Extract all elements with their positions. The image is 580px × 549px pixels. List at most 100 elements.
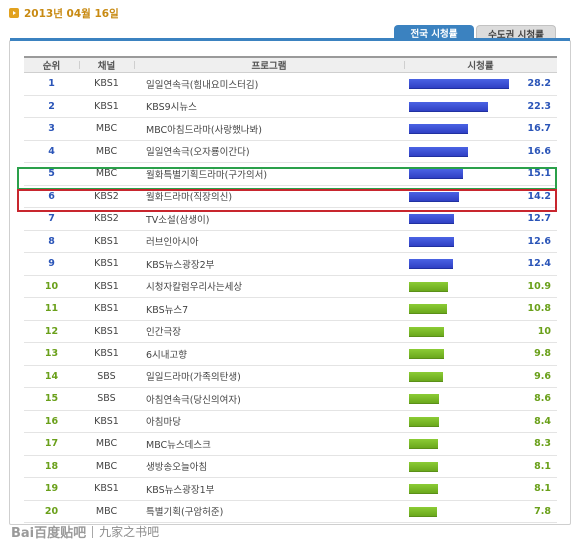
program-cell[interactable]: 생방송오늘아침 (146, 462, 208, 474)
rating-bar (409, 124, 468, 134)
rating-cell: 10 (404, 321, 557, 343)
program-cell[interactable]: 일일드라마(가족의탄생) (146, 372, 241, 384)
rating-bar (409, 214, 454, 224)
rating-value: 9.8 (534, 348, 551, 360)
channel-cell: SBS (97, 370, 116, 382)
rating-value: 9.6 (534, 370, 551, 382)
column-header-program: 프로그램 (134, 58, 404, 72)
rating-value: 15.1 (527, 168, 551, 180)
table-row: 1 KBS1 일일연속극(힘내요미스터김) 28.2 (24, 73, 557, 96)
rating-cell: 10.9 (404, 276, 557, 298)
table-row: 6 KBS2 월화드라마(직장의신) 14.2 (24, 186, 557, 208)
rating-bar (409, 326, 444, 337)
rating-value: 10.8 (527, 303, 551, 315)
rating-value: 12.7 (527, 213, 551, 225)
program-cell[interactable]: TV소설(삼생이) (146, 214, 210, 226)
rank-cell: 4 (48, 145, 55, 157)
program-cell[interactable]: 일일연속극(힘내요미스터김) (146, 79, 259, 91)
table-row: 13 KBS1 6시내고향 9.8 (24, 343, 557, 366)
table-row: 10 KBS1 시청자칼럼우리사는세상 10.9 (24, 276, 557, 298)
table-row: 17 MBC MBC뉴스데스크 8.3 (24, 433, 557, 456)
program-cell[interactable]: 특별기획(구암허준) (146, 507, 224, 519)
channel-cell: MBC (95, 123, 118, 135)
program-cell[interactable]: KBS뉴스광장1부 (146, 484, 215, 496)
table-row: 14 SBS 일일드라마(가족의탄생) 9.6 (24, 366, 557, 388)
rating-value: 12.4 (527, 258, 551, 270)
table-row: 20 MBC 특별기획(구암허준) 7.8 (24, 501, 557, 523)
rank-cell: 17 (44, 438, 59, 450)
program-cell[interactable]: 아침연속극(당신의여자) (146, 394, 241, 406)
table-row: 12 KBS1 인간극장 10 (24, 321, 557, 343)
rating-value: 16.7 (527, 123, 551, 135)
rating-value: 16.6 (527, 145, 551, 157)
rank-cell: 12 (44, 325, 59, 337)
rating-cell: 8.3 (404, 433, 557, 455)
rating-value: 8.4 (534, 415, 551, 427)
tab-capital-area-rating[interactable]: 수도권 시청률 (476, 25, 556, 41)
program-cell[interactable]: 시청자칼럼우리사는세상 (146, 282, 243, 294)
rank-cell: 1 (48, 78, 55, 90)
program-cell[interactable]: 인간극장 (146, 327, 181, 339)
rating-bar (409, 169, 463, 179)
ratings-panel: 순위 채널 프로그램 시청률 1 KBS1 일일연속극(힘내요미스터김) 28.2 2 K… (9, 38, 571, 525)
program-cell[interactable]: 아침마당 (146, 417, 181, 429)
rating-cell: 28.2 (404, 73, 557, 95)
table-row: 7 KBS2 TV소설(삼생이) 12.7 (24, 208, 557, 231)
column-header-channel: 채널 (79, 58, 134, 72)
program-cell[interactable]: MBC아침드라마(사랑했나봐) (146, 124, 262, 136)
tab-national-rating[interactable]: 전국 시청률 (394, 25, 474, 41)
rating-cell: 8.1 (404, 478, 557, 500)
rating-value: 8.1 (534, 460, 551, 472)
rating-cell: 15.1 (404, 163, 557, 185)
channel-cell: KBS1 (94, 78, 119, 90)
table-header: 순위 채널 프로그램 시청률 (24, 56, 557, 73)
date-header: 2013년 04월 16일 (9, 5, 119, 21)
table-row: 11 KBS1 KBS뉴스7 10.8 (24, 298, 557, 321)
channel-cell: KBS1 (94, 415, 119, 427)
program-cell[interactable]: 월화특별기획드라마(구가의서) (146, 169, 268, 181)
rating-cell: 22.3 (404, 96, 557, 118)
rating-bar (409, 101, 488, 112)
rank-cell: 8 (48, 235, 55, 247)
program-cell[interactable]: KBS뉴스7 (146, 304, 189, 316)
table-row: 16 KBS1 아침마당 8.4 (24, 411, 557, 433)
rating-bar (409, 349, 444, 359)
channel-cell: MBC (95, 145, 118, 157)
rating-bar (409, 371, 443, 382)
watermark-text: 九家之书吧 (99, 525, 160, 539)
program-cell[interactable]: KBS뉴스광장2부 (146, 259, 215, 271)
channel-cell: KBS1 (94, 100, 119, 112)
channel-cell: MBC (95, 168, 118, 180)
channel-cell: SBS (97, 393, 116, 405)
rank-cell: 7 (48, 213, 55, 225)
column-header-rank: 순위 (42, 61, 61, 72)
rating-bar (409, 484, 438, 494)
table-row: 5 MBC 월화특별기획드라마(구가의서) 15.1 (24, 163, 557, 186)
rank-cell: 3 (48, 123, 55, 135)
orange-bullet-icon (9, 8, 19, 18)
rating-bar (409, 506, 437, 517)
rating-cell: 16.7 (404, 118, 557, 140)
ratings-table: 순위 채널 프로그램 시청률 1 KBS1 일일연속극(힘내요미스터김) 28.2 2 K… (24, 56, 557, 523)
baidu-tieba-logo: Bai百度贴吧 (11, 526, 87, 541)
rating-value: 12.6 (527, 235, 551, 247)
table-row: 2 KBS1 KBS9시뉴스 22.3 (24, 96, 557, 118)
watermark: Bai百度贴吧 九家之书吧 (11, 522, 159, 541)
program-cell[interactable]: 일일연속극(오자룡이간다) (146, 147, 250, 159)
rating-value: 10 (537, 325, 551, 337)
rating-value: 10.9 (527, 280, 551, 292)
channel-cell: KBS1 (94, 325, 119, 337)
table-row: 19 KBS1 KBS뉴스광장1부 8.1 (24, 478, 557, 501)
rating-bar (409, 416, 439, 427)
watermark-divider (92, 525, 94, 538)
region-tabs: 전국 시청률 수도권 시청률 (394, 25, 556, 41)
program-cell[interactable]: 6시내고향 (146, 349, 188, 361)
rating-bar (409, 304, 447, 314)
rating-bar (409, 236, 454, 247)
channel-cell: KBS2 (94, 190, 119, 202)
program-cell[interactable]: 월화드라마(직장의신) (146, 192, 233, 204)
channel-cell: KBS1 (94, 235, 119, 247)
program-cell[interactable]: KBS9시뉴스 (146, 102, 197, 114)
program-cell[interactable]: MBC뉴스데스크 (146, 439, 211, 451)
program-cell[interactable]: 러브인아시아 (146, 237, 199, 249)
